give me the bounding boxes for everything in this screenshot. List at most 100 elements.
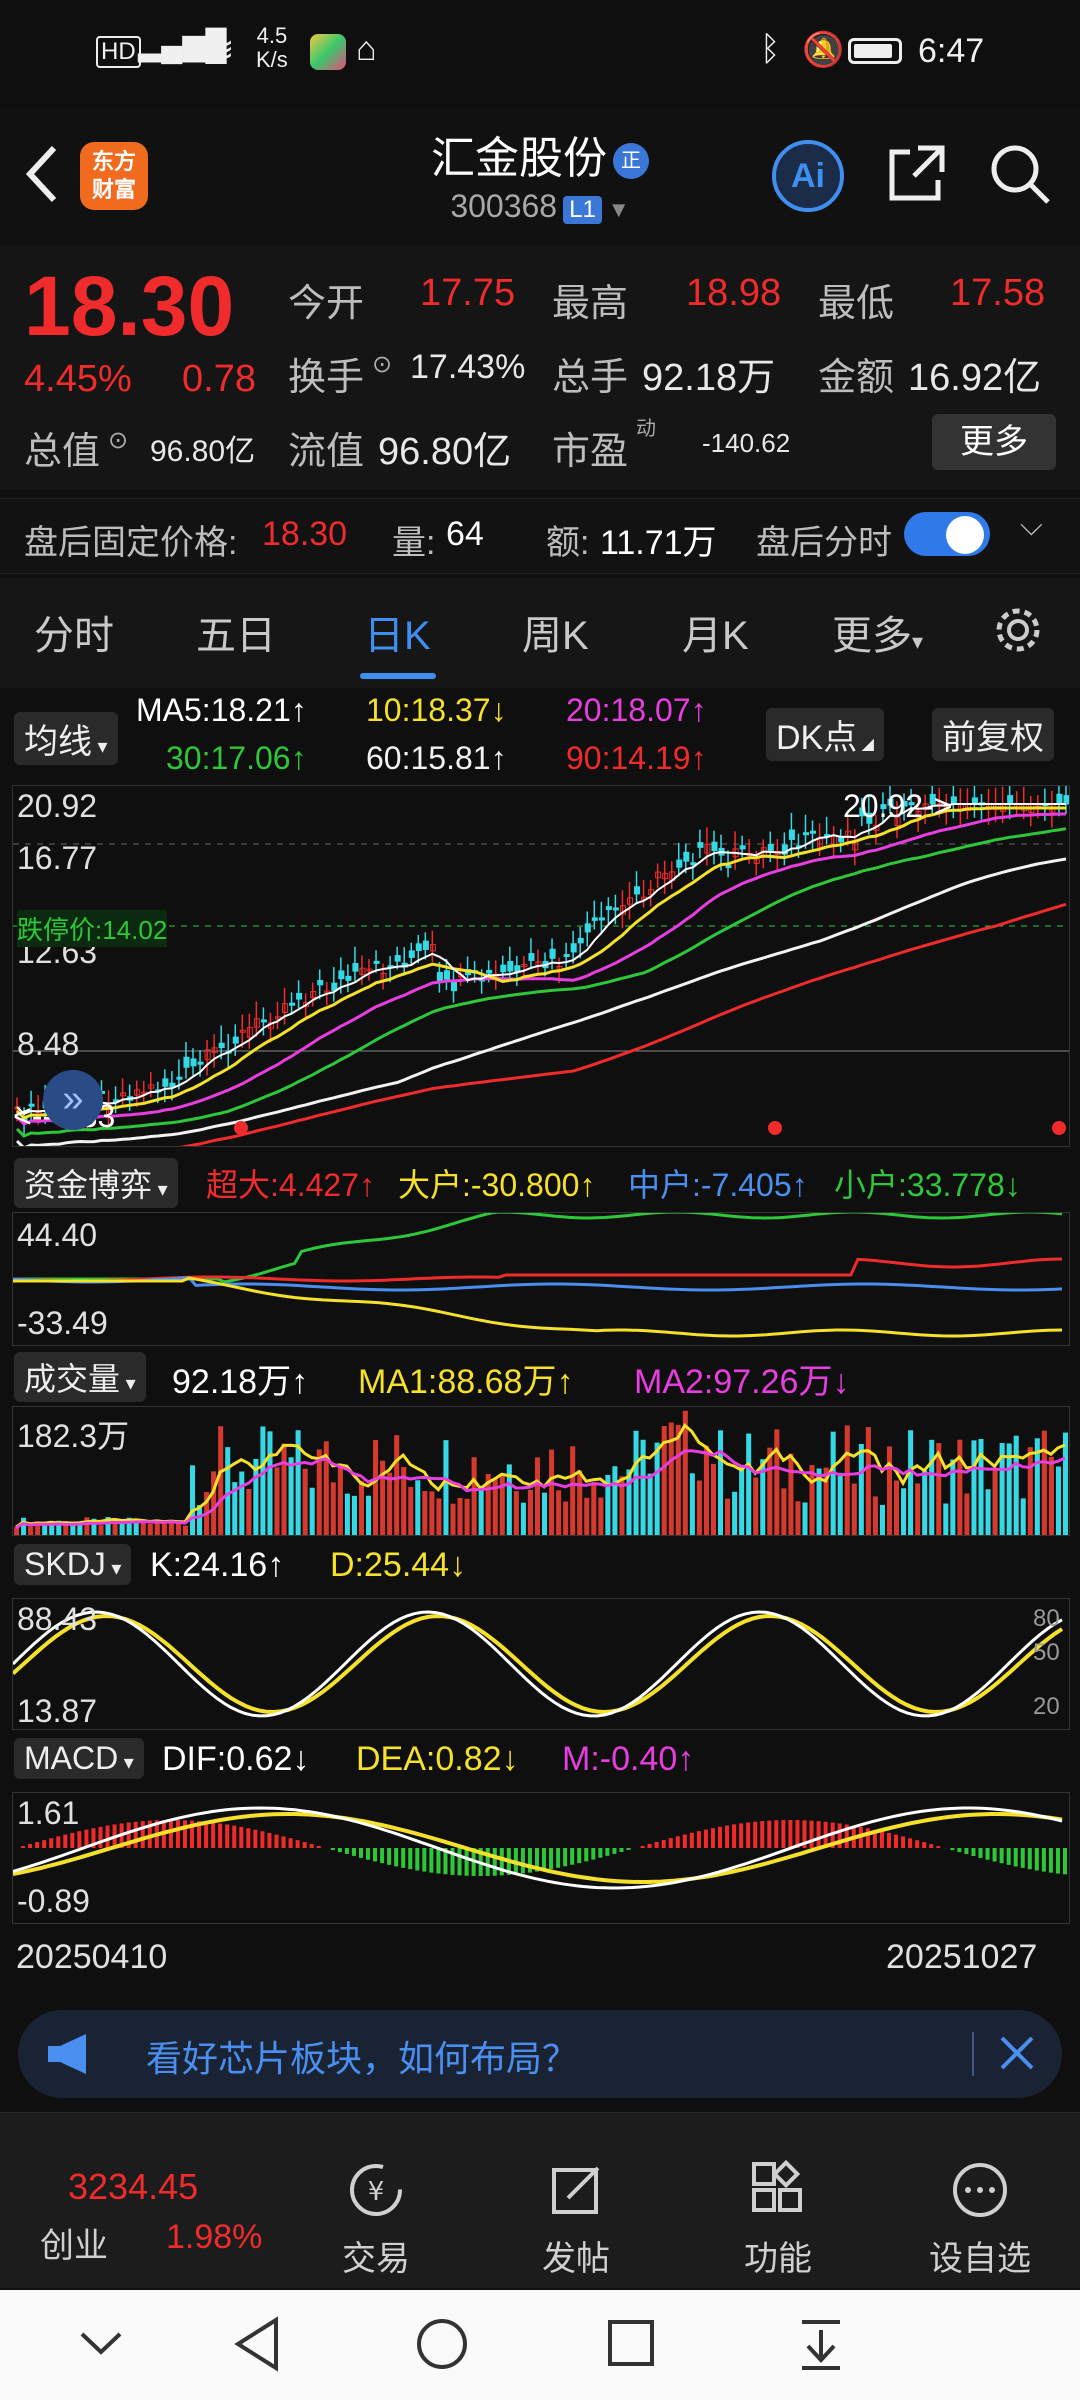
tab-more[interactable]: 更多▾ <box>832 614 924 658</box>
kline-chart[interactable]: 20.92 16.77 12.63 8.48 跌停价:14.02 20.92->… <box>12 785 1070 1147</box>
skdj-ref-20: 20 <box>1033 1693 1060 1720</box>
fund-mid: 中户:-7.405↑ <box>628 1167 808 1203</box>
back-nav-icon[interactable] <box>232 2316 282 2377</box>
home-icon[interactable] <box>414 2316 470 2377</box>
more-button[interactable]: 更多 <box>932 414 1056 470</box>
fund-chart[interactable]: 44.40 -33.49 <box>12 1212 1070 1346</box>
mute-icon: 🔕 <box>802 31 845 69</box>
ah-amt-label: 额: <box>546 524 590 562</box>
low-value: 17.58 <box>950 272 1046 314</box>
battery-icon <box>848 38 902 64</box>
back-icon[interactable] <box>22 142 62 206</box>
ah-price: 18.30 <box>262 515 348 553</box>
expand-icon[interactable]: » <box>43 1070 103 1130</box>
volume-chart[interactable]: 182.3万 <box>12 1406 1070 1536</box>
status-bar: HD ▂▄▆█ ≋ 4.5 K/s ⌂ ᛒ 🔕 6:47 <box>0 0 1080 110</box>
search-icon[interactable] <box>988 142 1052 211</box>
ma10-value: 10:18.37↓ <box>366 692 507 728</box>
fund-small: 小户:33.778↓ <box>834 1167 1021 1203</box>
skdj-ref-50: 50 <box>1033 1639 1060 1666</box>
dk-point-button[interactable]: DK点 ◢ <box>766 708 884 761</box>
volume-y-top: 182.3万 <box>17 1418 130 1454</box>
tab-weekly-k[interactable]: 周K <box>522 614 589 658</box>
tab-monthly-k[interactable]: 月K <box>682 614 749 658</box>
signal-icon: ▂▄▆█ <box>138 29 227 62</box>
date-start: 20250410 <box>16 1938 168 1976</box>
adjust-button[interactable]: 前复权 <box>932 708 1054 761</box>
macd-selector[interactable]: MACD ▾ <box>14 1738 144 1779</box>
edit-icon <box>506 2160 646 2225</box>
nav-trade[interactable]: ¥ 交易 <box>306 2160 446 2280</box>
open-value: 17.75 <box>420 272 516 314</box>
skdj-ref-80: 80 <box>1033 1605 1060 1632</box>
bottom-nav <box>0 2112 1080 2288</box>
svg-text:¥: ¥ <box>368 2177 385 2207</box>
kline-y2: 16.77 <box>17 840 98 876</box>
megaphone-icon <box>42 2030 102 2078</box>
tab-intraday[interactable]: 分时 <box>34 614 114 658</box>
macd-y-top: 1.61 <box>17 1795 80 1831</box>
ma30-value: 30:17.06↑ <box>166 740 307 776</box>
index-pct: 1.98% <box>166 2218 263 2256</box>
net-speed: 4.5 K/s <box>256 23 288 72</box>
stock-code[interactable]: 300368 L1 ▼ <box>450 188 630 224</box>
volume-ma2: MA2:97.26万↓ <box>634 1363 850 1401</box>
low-label: 最低 <box>818 283 895 325</box>
turnover-label: 换手 <box>288 357 365 399</box>
ah-amt: 11.71万 <box>600 524 717 562</box>
info-icon[interactable]: ⊙ <box>372 351 393 378</box>
app-icon <box>310 34 346 70</box>
nav-add-watchlist[interactable]: 设自选 <box>910 2160 1050 2280</box>
ma60-value: 60:15.81↑ <box>366 740 507 776</box>
ai-button[interactable]: Ai <box>772 140 844 212</box>
amount-label: 金额 <box>818 357 895 399</box>
limit-down-label: 跌停价:14.02 <box>17 910 168 947</box>
more-dots-icon <box>910 2160 1050 2225</box>
ah-vol: 64 <box>446 515 484 553</box>
share-icon[interactable] <box>884 140 950 211</box>
volume-current: 92.18万↑ <box>172 1363 309 1401</box>
active-tab-indicator <box>360 673 436 679</box>
skdj-k: K:24.16↑ <box>150 1546 285 1584</box>
tab-five-day[interactable]: 五日 <box>196 614 276 658</box>
download-icon[interactable] <box>796 2316 846 2377</box>
app-logo: 东方 财富 <box>80 142 148 210</box>
tab-daily-k[interactable]: 日K <box>364 614 431 658</box>
notification-icon: ⌂ <box>356 30 377 68</box>
high-value: 18.98 <box>686 272 782 314</box>
skdj-y-bot: 13.87 <box>17 1693 98 1729</box>
high-label: 最高 <box>552 283 629 325</box>
skdj-chart[interactable]: 88.43 13.87 80 50 20 <box>12 1598 1070 1730</box>
macd-y-bot: -0.89 <box>17 1883 90 1919</box>
stock-title: 汇金股份正 <box>0 122 1080 186</box>
fund-super: 超大:4.427↑ <box>206 1167 375 1203</box>
ah-vol-label: 量: <box>392 524 436 562</box>
volume-selector[interactable]: 成交量 ▾ <box>14 1352 146 1402</box>
recents-icon[interactable] <box>606 2318 656 2373</box>
info-icon[interactable]: ⊙ <box>108 427 129 454</box>
volume-label: 总手 <box>552 357 629 399</box>
volume-ma1: MA1:88.68万↑ <box>358 1363 574 1401</box>
index-ticker[interactable]: 3234.45 创业 1.98% <box>20 2166 280 2276</box>
skdj-selector[interactable]: SKDJ ▾ <box>14 1544 132 1585</box>
promo-banner[interactable]: 看好芯片板块，如何布局？ <box>18 2010 1062 2098</box>
macd-chart[interactable]: 1.61 -0.89 <box>12 1792 1070 1924</box>
nav-post[interactable]: 发帖 <box>506 2160 646 2280</box>
ah-price-label: 盘后固定价格: <box>24 524 238 562</box>
ma20-value: 20:18.07↑ <box>566 692 707 728</box>
nav-functions[interactable]: 功能 <box>708 2159 848 2280</box>
ah-toggle-label: 盘后分时 <box>756 524 892 562</box>
fund-selector[interactable]: 资金博弈 ▾ <box>14 1158 178 1208</box>
banner-text: 看好芯片板块，如何布局？ <box>146 2038 579 2079</box>
fund-big: 大户:-30.800↑ <box>398 1167 596 1203</box>
abs-change: 0.78 <box>182 358 256 400</box>
amount-value: 16.92亿 <box>908 357 1042 399</box>
gear-icon[interactable] <box>992 604 1044 661</box>
fund-y-top: 44.40 <box>17 1217 98 1253</box>
high-marker: 20.92-> <box>843 788 953 824</box>
collapse-icon[interactable] <box>76 2326 126 2367</box>
ma-selector[interactable]: 均线 ▾ <box>14 712 118 765</box>
close-icon[interactable] <box>992 2028 1042 2078</box>
chevron-down-icon[interactable]: ⌵ <box>1020 509 1043 542</box>
after-hours-bar: 盘后固定价格: 18.30 量: 64 额: 11.71万 盘后分时 ⌵ <box>0 498 1080 574</box>
